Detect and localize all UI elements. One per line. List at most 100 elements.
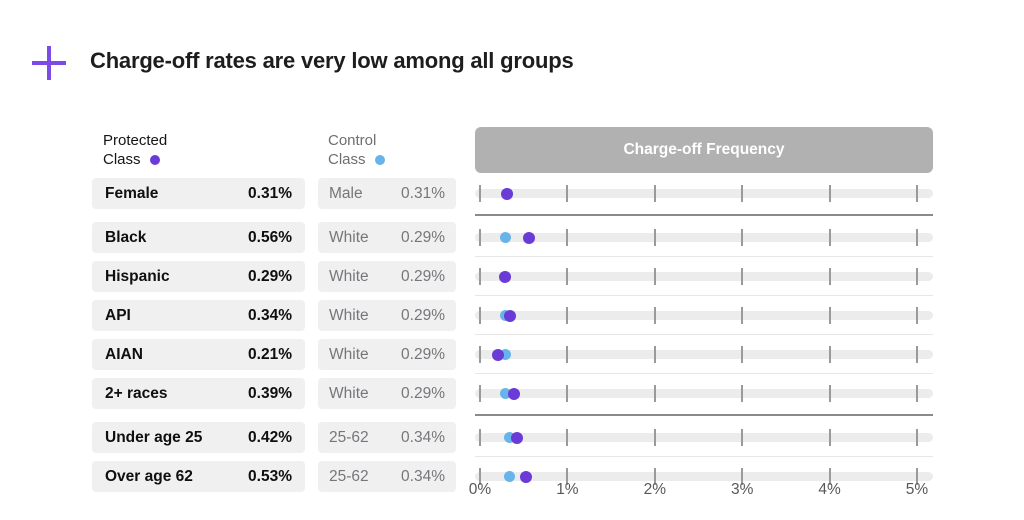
plus-icon-svg [30,44,68,82]
row-divider-line [475,334,933,335]
chart-track [475,472,933,481]
axis-tick-mark [829,307,831,324]
axis-tick-mark [741,385,743,402]
x-axis-tick-label: 0% [458,481,502,499]
chart-track [475,389,933,398]
chart-row [475,378,933,409]
axis-tick-mark [829,229,831,246]
chart-track [475,189,933,198]
x-axis-tick-label: 2% [633,481,677,499]
row-divider-line [475,456,933,457]
protected-class-value: 0.56% [248,229,292,247]
control-class-cell: White 0.29% [318,300,456,331]
control-class-cell: White0.29% [318,261,456,292]
axis-tick-mark [479,307,481,324]
axis-tick-mark [741,229,743,246]
row-divider-line [475,373,933,374]
protected-class-label: API [105,307,131,325]
axis-tick-mark [566,385,568,402]
control-class-label: White [329,229,369,247]
chart-track [475,272,933,281]
axis-tick-mark [654,185,656,202]
axis-tick-mark [916,346,918,363]
axis-tick-mark [566,429,568,446]
row-divider-line [475,256,933,257]
axis-tick-mark [566,346,568,363]
axis-tick-mark [654,307,656,324]
control-class-label: 25-62 [329,468,369,486]
protected-class-header-line1: Protected [103,132,167,149]
axis-tick-mark [654,346,656,363]
axis-tick-mark [479,268,481,285]
protected-class-label: Over age 62 [105,468,193,486]
control-class-value: 0.29% [401,346,445,364]
axis-tick-mark [916,385,918,402]
axis-tick-mark [479,346,481,363]
control-class-label: White [329,346,369,364]
protected-class-header: Protected Class [103,131,167,169]
chart-header-button[interactable]: Charge-off Frequency [475,127,933,173]
axis-tick-mark [916,229,918,246]
axis-tick-mark [654,385,656,402]
control-class-value: 0.29% [401,307,445,325]
protected-class-cell: Female0.31% [92,178,305,209]
control-class-value: 0.34% [401,468,445,486]
protected-class-value: 0.21% [248,346,292,364]
axis-tick-mark [829,185,831,202]
axis-tick-mark [741,307,743,324]
chart-row [475,222,933,253]
protected-class-value: 0.29% [248,268,292,286]
axis-tick-mark [566,268,568,285]
control-class-value: 0.29% [401,229,445,247]
protected-class-dot [492,349,504,361]
protected-class-dot [511,432,523,444]
axis-tick-mark [916,307,918,324]
protected-class-value: 0.31% [248,185,292,203]
control-class-label: White [329,385,369,403]
control-class-cell: Male0.31% [318,178,456,209]
protected-class-dot [520,471,532,483]
protected-class-legend-dot-icon [150,155,160,165]
axis-tick-mark [829,429,831,446]
protected-class-dot [508,388,520,400]
x-axis-tick-label: 3% [720,481,764,499]
protected-class-label: Under age 25 [105,429,202,447]
protected-class-label: 2+ races [105,385,168,403]
group-divider-line [475,214,933,216]
x-axis-tick-label: 4% [808,481,852,499]
chart-row [475,300,933,331]
axis-tick-mark [829,268,831,285]
protected-class-cell: API0.34% [92,300,305,331]
control-class-legend-dot-icon [375,155,385,165]
axis-tick-mark [741,185,743,202]
control-class-header-line2: Class [328,151,366,168]
control-class-label: White [329,307,369,325]
axis-tick-mark [829,346,831,363]
axis-tick-mark [741,429,743,446]
control-class-label: White [329,268,369,286]
axis-tick-mark [829,385,831,402]
page-title: Charge-off rates are very low among all … [90,48,573,74]
protected-class-cell: 2+ races0.39% [92,378,305,409]
axis-tick-mark [741,346,743,363]
axis-tick-mark [479,429,481,446]
control-class-cell: 25-62 0.34% [318,461,456,492]
control-class-value: 0.34% [401,429,445,447]
control-class-cell: White0.29% [318,378,456,409]
chart-row [475,178,933,209]
control-class-cell: 25-62 0.34% [318,422,456,453]
axis-tick-mark [916,268,918,285]
group-divider-line [475,414,933,416]
protected-class-value: 0.42% [248,429,292,447]
axis-tick-mark [566,185,568,202]
control-class-header: Control Class [328,131,385,169]
axis-tick-mark [654,229,656,246]
protected-class-cell: AIAN 0.21% [92,339,305,370]
chart-row [475,339,933,370]
protected-class-label: AIAN [105,346,143,364]
protected-class-header-line2: Class [103,151,141,168]
control-class-label: 25-62 [329,429,369,447]
axis-tick-mark [566,229,568,246]
protected-class-cell: Hispanic0.29% [92,261,305,292]
protected-class-cell: Black0.56% [92,222,305,253]
